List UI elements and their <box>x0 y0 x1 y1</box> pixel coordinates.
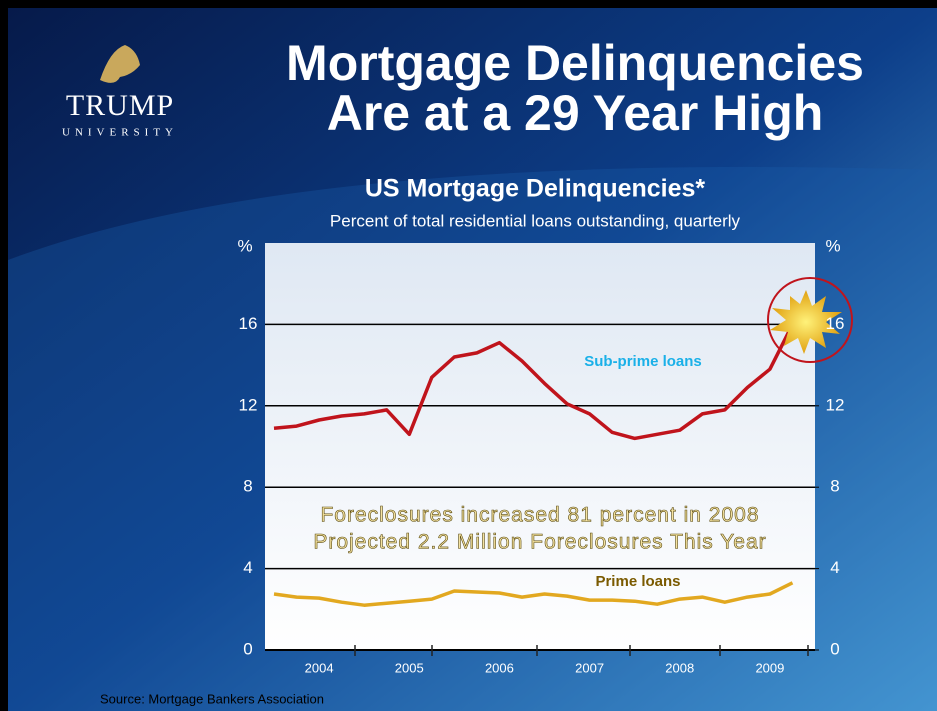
brand-sub: UNIVERSITY <box>62 127 178 139</box>
brand: TRUMP <box>66 89 174 122</box>
slide-title: Are at a 29 Year High <box>327 85 824 141</box>
y-tick-label: 8 <box>243 477 252 496</box>
series-line <box>273 581 794 607</box>
y-tick-label: 16 <box>239 314 258 333</box>
y2-tick-label: 0 <box>830 639 839 658</box>
y2-tick-label: 8 <box>830 477 839 496</box>
series-label: Prime loans <box>595 573 680 590</box>
y2-tick-label: 16 <box>826 314 845 333</box>
lion-icon <box>100 45 140 83</box>
y-tick-label: 0 <box>243 639 252 658</box>
x-tick-label: 2005 <box>395 660 424 675</box>
series-label: Sub-prime loans <box>584 353 702 370</box>
x-tick-label: 2009 <box>755 660 784 675</box>
y-tick-label: 12 <box>239 395 258 414</box>
series-line <box>273 323 795 441</box>
x-tick-label: 2008 <box>665 660 694 675</box>
plot-area <box>265 243 815 650</box>
y-axis-label: % <box>237 236 252 255</box>
y2-tick-label: 12 <box>826 395 845 414</box>
y-tick-label: 4 <box>243 558 252 577</box>
x-tick-label: 2004 <box>305 660 334 675</box>
y2-axis-label: % <box>825 236 840 255</box>
annotation: Foreclosures increased 81 percent in 200… <box>320 504 759 527</box>
chart-subtitle: Percent of total residential loans outst… <box>330 211 741 230</box>
slide-title: Mortgage Delinquencies <box>286 35 864 91</box>
annotation: Projected 2.2 Million Foreclosures This … <box>313 531 766 554</box>
starburst <box>770 290 842 354</box>
y2-tick-label: 4 <box>830 558 839 577</box>
highlight-circle <box>767 277 853 363</box>
source: Source: Mortgage Bankers Association <box>100 691 324 706</box>
logo <box>100 45 140 83</box>
chart-title: US Mortgage Delinquencies* <box>365 175 706 203</box>
x-tick-label: 2006 <box>485 660 514 675</box>
year-dividers <box>354 645 809 656</box>
x-tick-label: 2007 <box>575 660 604 675</box>
